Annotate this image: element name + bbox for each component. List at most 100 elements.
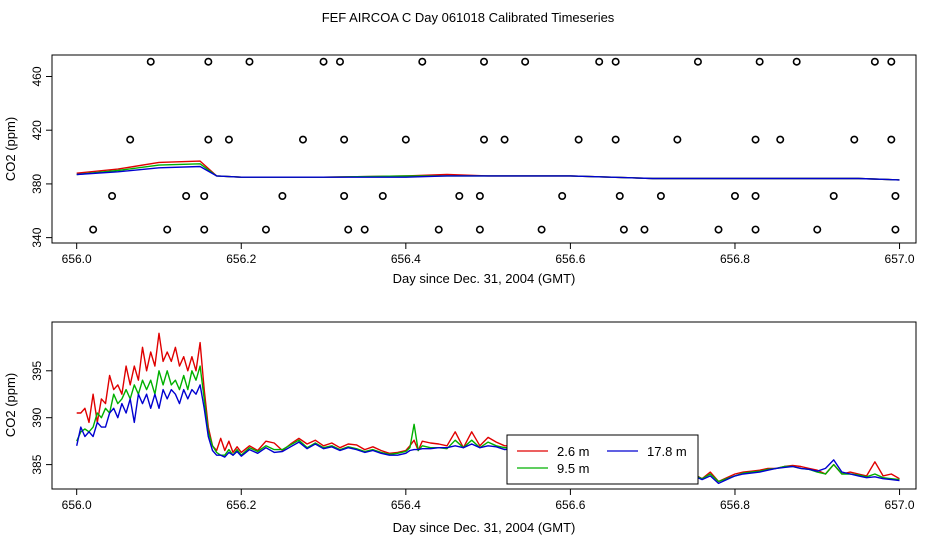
bottom-panel: 656.0 656.2 656.4 656.6 656.8 657.0 385 390 395… — [3, 321, 917, 535]
calibration-point — [537, 225, 546, 234]
top-y-tick-label: 380 — [30, 174, 44, 194]
calibration-point — [887, 135, 896, 144]
calibration-point — [792, 57, 801, 66]
calibration-point — [335, 57, 344, 66]
calibration-point — [89, 225, 98, 234]
bottom-series-line-2-6-m — [76, 332, 900, 483]
calibration-point — [360, 225, 369, 234]
calibration-point — [261, 225, 270, 234]
top-x-tick-label: 656.6 — [555, 252, 585, 266]
top-panel: 656.0 656.2 656.4 656.6 656.8 657.0 340 380 420… — [3, 54, 917, 286]
calibration-point — [278, 192, 287, 201]
bottom-series — [76, 332, 900, 485]
calibration-point — [455, 192, 464, 201]
calibration-point — [673, 135, 682, 144]
calibration-point — [611, 135, 620, 144]
calibration-point — [204, 135, 213, 144]
calibration-point — [813, 225, 822, 234]
top-x-tick-label: 656.2 — [226, 252, 256, 266]
legend-label-17-8m: 17.8 m — [647, 444, 687, 459]
calibration-point — [475, 225, 484, 234]
top-plot-frame — [51, 54, 917, 244]
calibration-point — [434, 225, 443, 234]
legend-label-9-5m: 9.5 m — [557, 461, 590, 476]
bottom-x-tick-label: 656.2 — [226, 498, 256, 512]
bottom-y-axis: 385 390 395 — [30, 360, 52, 475]
top-y-tick-label: 420 — [30, 120, 44, 140]
calibration-point — [611, 57, 620, 66]
bottom-plot-frame — [51, 321, 917, 490]
top-y-tick-label: 460 — [30, 66, 44, 86]
top-y-tick-label: 340 — [30, 227, 44, 247]
legend-box — [506, 434, 699, 485]
calibration-point — [418, 57, 427, 66]
calibration-point — [319, 57, 328, 66]
top-x-tick-label: 656.4 — [391, 252, 421, 266]
calibration-point — [751, 225, 760, 234]
calibration-point — [126, 135, 135, 144]
calibration-point — [401, 135, 410, 144]
calibration-point — [891, 192, 900, 201]
bottom-x-tick-label: 656.8 — [720, 498, 750, 512]
bottom-y-axis-title: CO2 (ppm) — [3, 373, 18, 437]
top-x-tick-label: 656.0 — [62, 252, 92, 266]
bottom-x-axis: 656.0 656.2 656.4 656.6 656.8 657.0 — [62, 489, 915, 512]
calibration-point — [751, 135, 760, 144]
calibration-point — [204, 57, 213, 66]
top-x-tick-label: 656.8 — [720, 252, 750, 266]
calibration-point — [340, 192, 349, 201]
calibration-point — [500, 135, 509, 144]
calibration-point — [615, 192, 624, 201]
calibration-point — [595, 57, 604, 66]
top-series-line-17-8-m — [76, 165, 900, 181]
calibration-point — [558, 192, 567, 201]
calibration-point — [751, 192, 760, 201]
bottom-y-tick-label: 395 — [30, 360, 44, 380]
calibration-point — [656, 192, 665, 201]
bottom-x-tick-label: 657.0 — [885, 498, 915, 512]
calibration-point — [730, 192, 739, 201]
calibration-point — [755, 57, 764, 66]
top-y-axis: 340 380 420 460 — [30, 66, 52, 248]
calibration-point — [887, 57, 896, 66]
calibration-point — [224, 135, 233, 144]
calibration-point — [479, 135, 488, 144]
top-x-axis: 656.0 656.2 656.4 656.6 656.8 657.0 — [62, 243, 915, 266]
top-x-tick-label: 657.0 — [885, 252, 915, 266]
bottom-x-tick-label: 656.4 — [391, 498, 421, 512]
calibration-point — [574, 135, 583, 144]
calibration-point — [475, 192, 484, 201]
bottom-y-tick-label: 390 — [30, 407, 44, 427]
top-y-axis-title: CO2 (ppm) — [3, 117, 18, 181]
bottom-x-axis-title: Day since Dec. 31, 2004 (GMT) — [393, 520, 576, 535]
bottom-x-tick-label: 656.0 — [62, 498, 92, 512]
calibration-point — [200, 192, 209, 201]
top-x-axis-title: Day since Dec. 31, 2004 (GMT) — [393, 271, 576, 286]
calibration-point — [298, 135, 307, 144]
calibration-point — [200, 225, 209, 234]
bottom-x-tick-label: 656.6 — [555, 498, 585, 512]
calibration-point — [163, 225, 172, 234]
calibration-point — [479, 57, 488, 66]
calibration-point — [850, 135, 859, 144]
bottom-series-line-17-8-m — [76, 384, 900, 485]
calibration-point — [521, 57, 530, 66]
calibration-point — [182, 192, 191, 201]
calibration-point — [640, 225, 649, 234]
calibration-point — [776, 135, 785, 144]
calibration-point — [340, 135, 349, 144]
calibration-point — [619, 225, 628, 234]
top-calibration-points — [89, 57, 900, 234]
chart-title: FEF AIRCOA C Day 061018 Calibrated Times… — [322, 10, 615, 25]
legend-label-2-6m: 2.6 m — [557, 444, 590, 459]
legend: 2.6 m 9.5 m 17.8 m — [506, 434, 699, 485]
calibration-point — [378, 192, 387, 201]
calibration-point — [870, 57, 879, 66]
calibration-point — [344, 225, 353, 234]
bottom-series-line-9-5-m — [76, 365, 900, 483]
calibration-point — [108, 192, 117, 201]
calibration-point — [146, 57, 155, 66]
calibration-point — [693, 57, 702, 66]
top-series — [76, 160, 900, 181]
